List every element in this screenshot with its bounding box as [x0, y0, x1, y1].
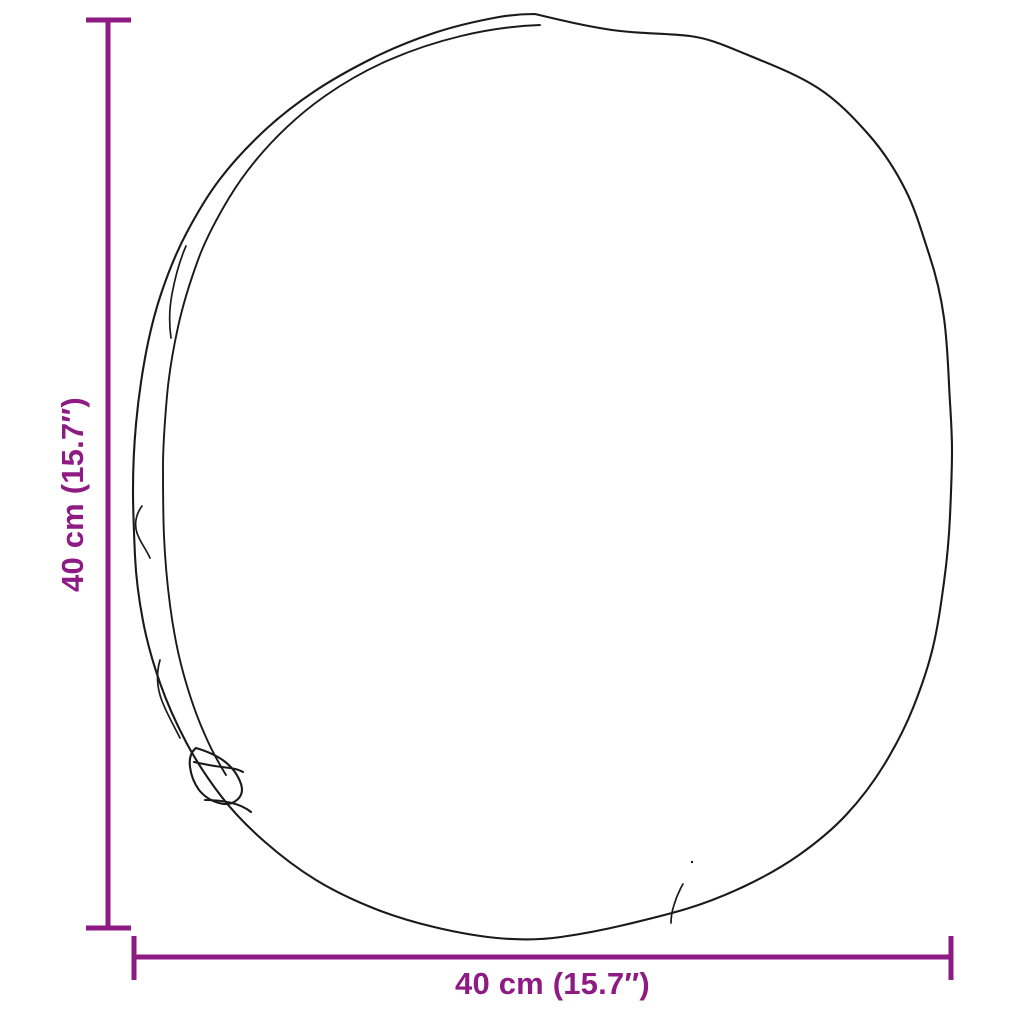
mirror-outline-group [131, 12, 954, 941]
mirror-rim-ripple-mid [134, 505, 151, 559]
mirror-inner-rim [162, 24, 541, 776]
mirror-edge-speck [690, 860, 694, 864]
dimension-lines-group [86, 17, 954, 980]
mirror-outer-edge [131, 12, 954, 941]
height-dimension-label: 40 cm (15.7″) [55, 397, 90, 592]
mirror-rim-ripple-upper [168, 245, 187, 339]
mirror-edge-tick [670, 883, 684, 924]
mirror-rim-ripple-lower [156, 659, 181, 739]
mirror-edge-notch [188, 746, 253, 814]
width-dimension-label: 40 cm (15.7″) [455, 966, 650, 1001]
